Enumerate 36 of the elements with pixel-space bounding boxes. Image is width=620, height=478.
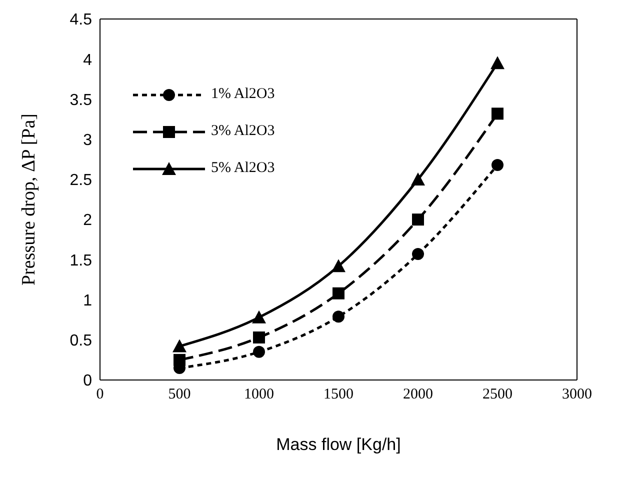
point (332, 310, 344, 323)
legend-label: 3% Al2O3 (211, 123, 275, 140)
y-tick-label: 2 (83, 212, 92, 230)
x-tick-label: 1000 (244, 386, 274, 403)
y-axis-title: Pressure drop, ΔP [Pa] (18, 114, 40, 286)
x-tick-label: 2000 (403, 386, 433, 403)
point (412, 248, 424, 260)
legend-label: 5% Al2O3 (211, 160, 275, 177)
y-tick-label: 0 (83, 372, 92, 390)
y-tick-label: 1.5 (70, 252, 92, 270)
y-tick-label: 0.5 (70, 332, 92, 350)
x-axis-title: Mass flow [Kg/h] (276, 435, 401, 454)
x-tick-label: 0 (96, 386, 104, 403)
point (332, 259, 346, 272)
y-tick-label: 2.5 (70, 172, 92, 190)
y-tick-label: 1 (83, 292, 92, 310)
x-tick-label: 1500 (324, 386, 354, 403)
point (174, 354, 186, 366)
legend-label: 1% Al2O3 (211, 86, 275, 103)
point (492, 108, 504, 120)
x-tick-label: 2500 (482, 386, 512, 403)
y-tick-label: 3 (83, 132, 92, 150)
point (172, 339, 186, 352)
point (490, 56, 504, 70)
y-tick-label: 4.5 (70, 12, 92, 29)
point (252, 310, 266, 324)
point (492, 159, 504, 172)
point (412, 214, 424, 226)
point (411, 172, 425, 186)
point (253, 346, 265, 358)
x-tick-label: 500 (168, 386, 191, 403)
point (253, 331, 265, 344)
point (332, 287, 344, 300)
x-tick-label: 3000 (562, 386, 592, 403)
y-tick-label: 3.5 (70, 92, 92, 109)
y-tick-label: 4 (83, 52, 92, 69)
